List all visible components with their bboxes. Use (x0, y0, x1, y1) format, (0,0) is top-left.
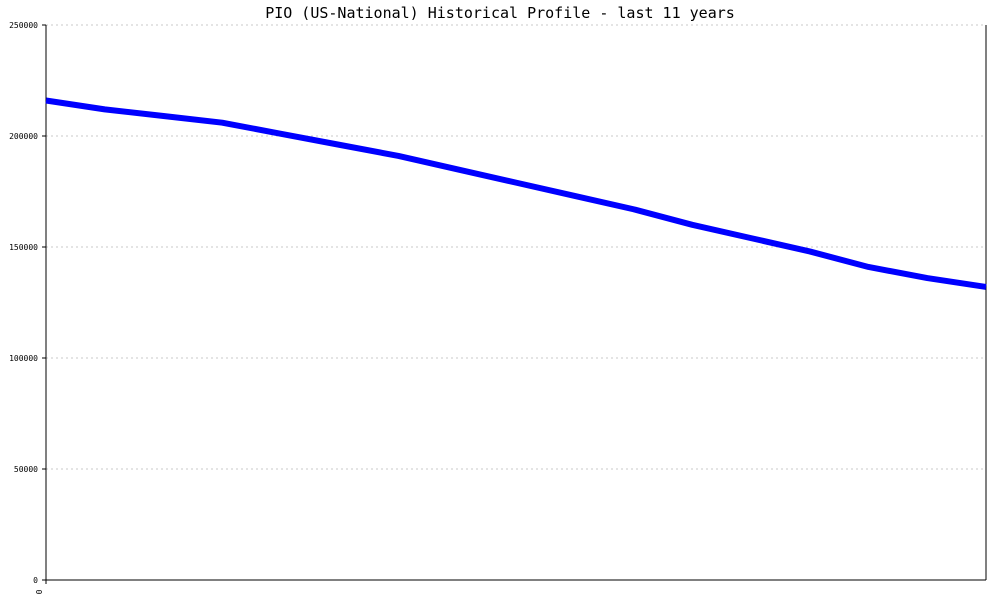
chart-title: PIO (US-National) Historical Profile - l… (265, 4, 735, 22)
x-tick-label: 0 (35, 589, 44, 594)
y-tick-label: 200000 (9, 132, 38, 141)
series-layer (45, 97, 987, 290)
axes (42, 24, 987, 584)
tick-labels: 0 50000 100000 150000 200000 250000 0 (9, 21, 44, 594)
grid-lines (46, 24, 986, 470)
y-tick-label: 100000 (9, 354, 38, 363)
y-tick-label: 150000 (9, 243, 38, 252)
y-tick-label: 50000 (14, 465, 38, 474)
y-tick-label: 250000 (9, 21, 38, 30)
series-line-0 (45, 97, 987, 290)
y-tick-label: 0 (33, 576, 38, 585)
